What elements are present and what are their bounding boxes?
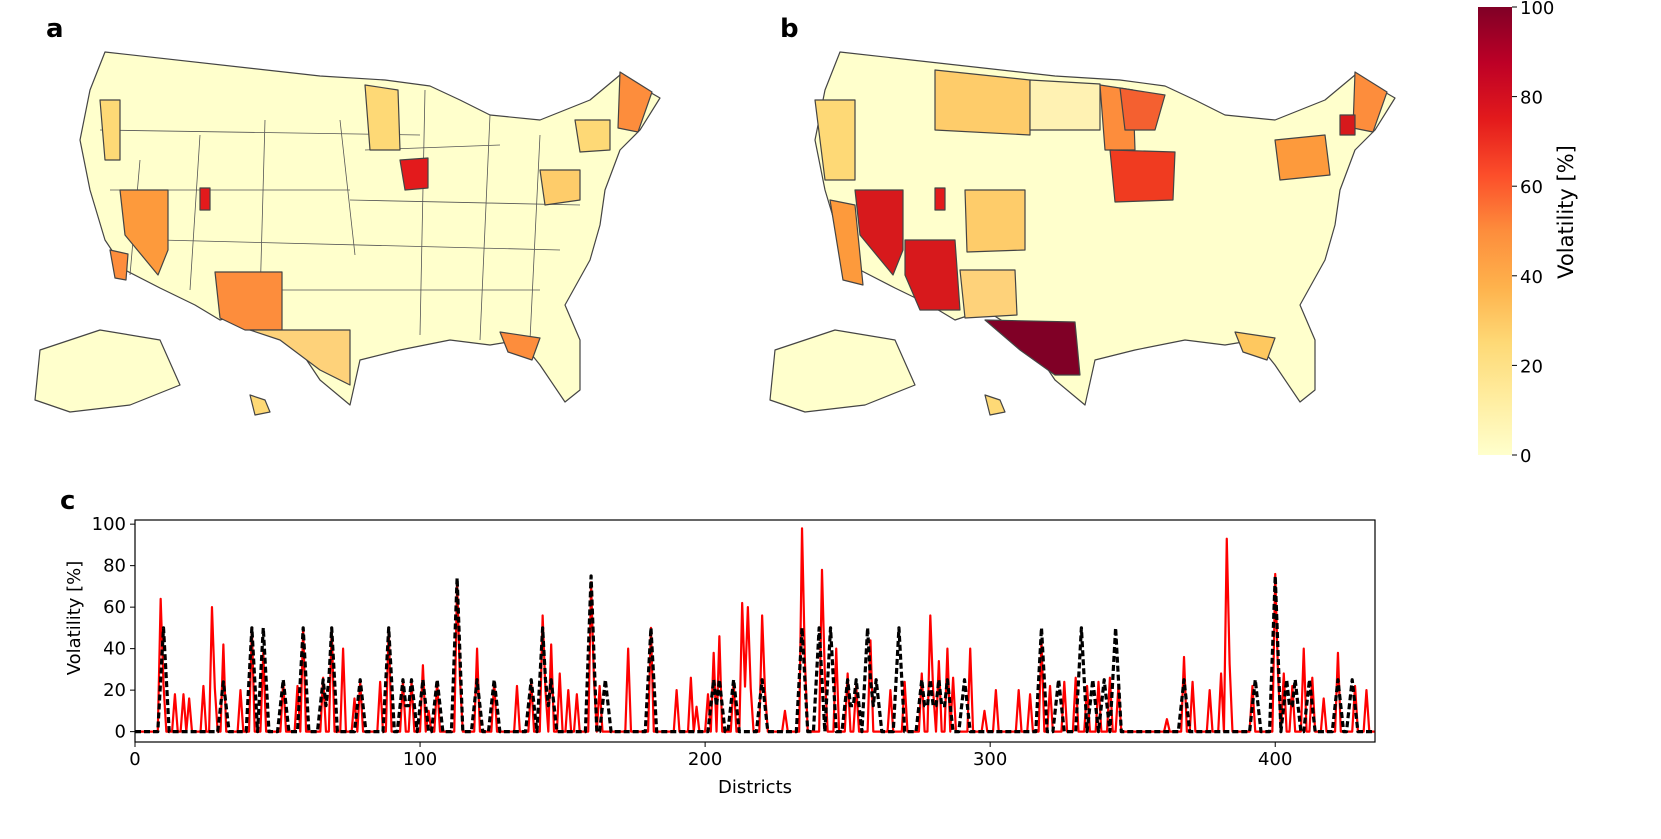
district-minnesota-a xyxy=(364,84,401,151)
y-tick-label: 40 xyxy=(103,639,126,660)
district-montana-b xyxy=(934,69,1031,136)
colorbar: 0 20 40 60 80 100 Volatility [%] xyxy=(1478,0,1578,467)
series-line-dashed-black xyxy=(135,574,1375,734)
us-map-a xyxy=(34,51,661,416)
district-maine-b xyxy=(1352,71,1388,133)
district-new-york-a xyxy=(574,119,611,153)
x-tick-label: 100 xyxy=(403,749,437,770)
y-tick-label: 20 xyxy=(103,680,126,701)
district-florida-b xyxy=(1234,331,1276,361)
x-tick-label: 200 xyxy=(688,749,722,770)
alaska-b xyxy=(769,329,916,413)
x-tick-label: 400 xyxy=(1258,749,1292,770)
district-new-mexico-b xyxy=(959,269,1018,319)
district-california-a xyxy=(109,249,129,281)
district-texas-b xyxy=(984,319,1081,376)
us-map-b xyxy=(769,51,1396,416)
plot-frame xyxy=(134,519,1376,743)
district-colorado-b xyxy=(964,189,1026,253)
district-utah-a xyxy=(199,187,211,211)
district-florida-a xyxy=(499,331,541,361)
district-north-dakota-b xyxy=(1029,79,1101,131)
x-tick-label: 300 xyxy=(973,749,1007,770)
colorbar-gradient xyxy=(1478,7,1512,455)
x-tick-label: 0 xyxy=(129,749,140,770)
panel-label-b: b xyxy=(780,14,799,44)
panel-label-a: a xyxy=(46,14,64,44)
y-axis-label: Volatility [%] xyxy=(64,561,85,676)
district-maine-a xyxy=(617,71,653,133)
district-nevada-b xyxy=(854,189,904,276)
colorbar-tick-label: 60 xyxy=(1520,177,1543,198)
district-arizona-b xyxy=(904,239,961,311)
x-axis-label: Districts xyxy=(718,777,792,798)
hawaii-b xyxy=(984,394,1006,416)
district-utah-b xyxy=(934,187,946,211)
y-tick-label: 0 xyxy=(115,722,126,743)
colorbar-tick-label: 100 xyxy=(1520,0,1554,19)
district-california-b xyxy=(829,199,864,286)
district-wisconsin-a xyxy=(399,157,429,191)
district-wisconsin-b xyxy=(1109,149,1176,203)
colorbar-tick-label: 0 xyxy=(1520,446,1531,467)
district-nevada-a xyxy=(119,189,169,276)
colorbar-tick-label: 40 xyxy=(1520,267,1543,288)
y-tick-label: 100 xyxy=(92,514,126,535)
panel-label-c: c xyxy=(60,486,76,516)
hawaii-a xyxy=(249,394,271,416)
district-texas-a xyxy=(249,329,351,386)
y-tick-label: 60 xyxy=(103,597,126,618)
district-minnesota-north-b xyxy=(1119,87,1166,131)
volatility-line-chart: 0 100 200 300 400 0 20 40 60 80 100 Districts Vola… xyxy=(64,514,1376,798)
y-tick-label: 80 xyxy=(103,556,126,577)
colorbar-tick-label: 80 xyxy=(1520,88,1543,109)
district-vermont-b xyxy=(1339,114,1356,136)
district-northeast-b xyxy=(1274,134,1331,181)
district-west-coast-a xyxy=(99,99,121,161)
district-west-coast-b xyxy=(814,99,856,181)
us-mainland-outline xyxy=(814,51,1396,406)
colorbar-tick-label: 20 xyxy=(1520,356,1543,377)
colorbar-label: Volatility [%] xyxy=(1554,145,1578,279)
alaska-a xyxy=(34,329,181,413)
district-ohio-a xyxy=(539,169,581,206)
district-arizona-a xyxy=(214,271,283,331)
